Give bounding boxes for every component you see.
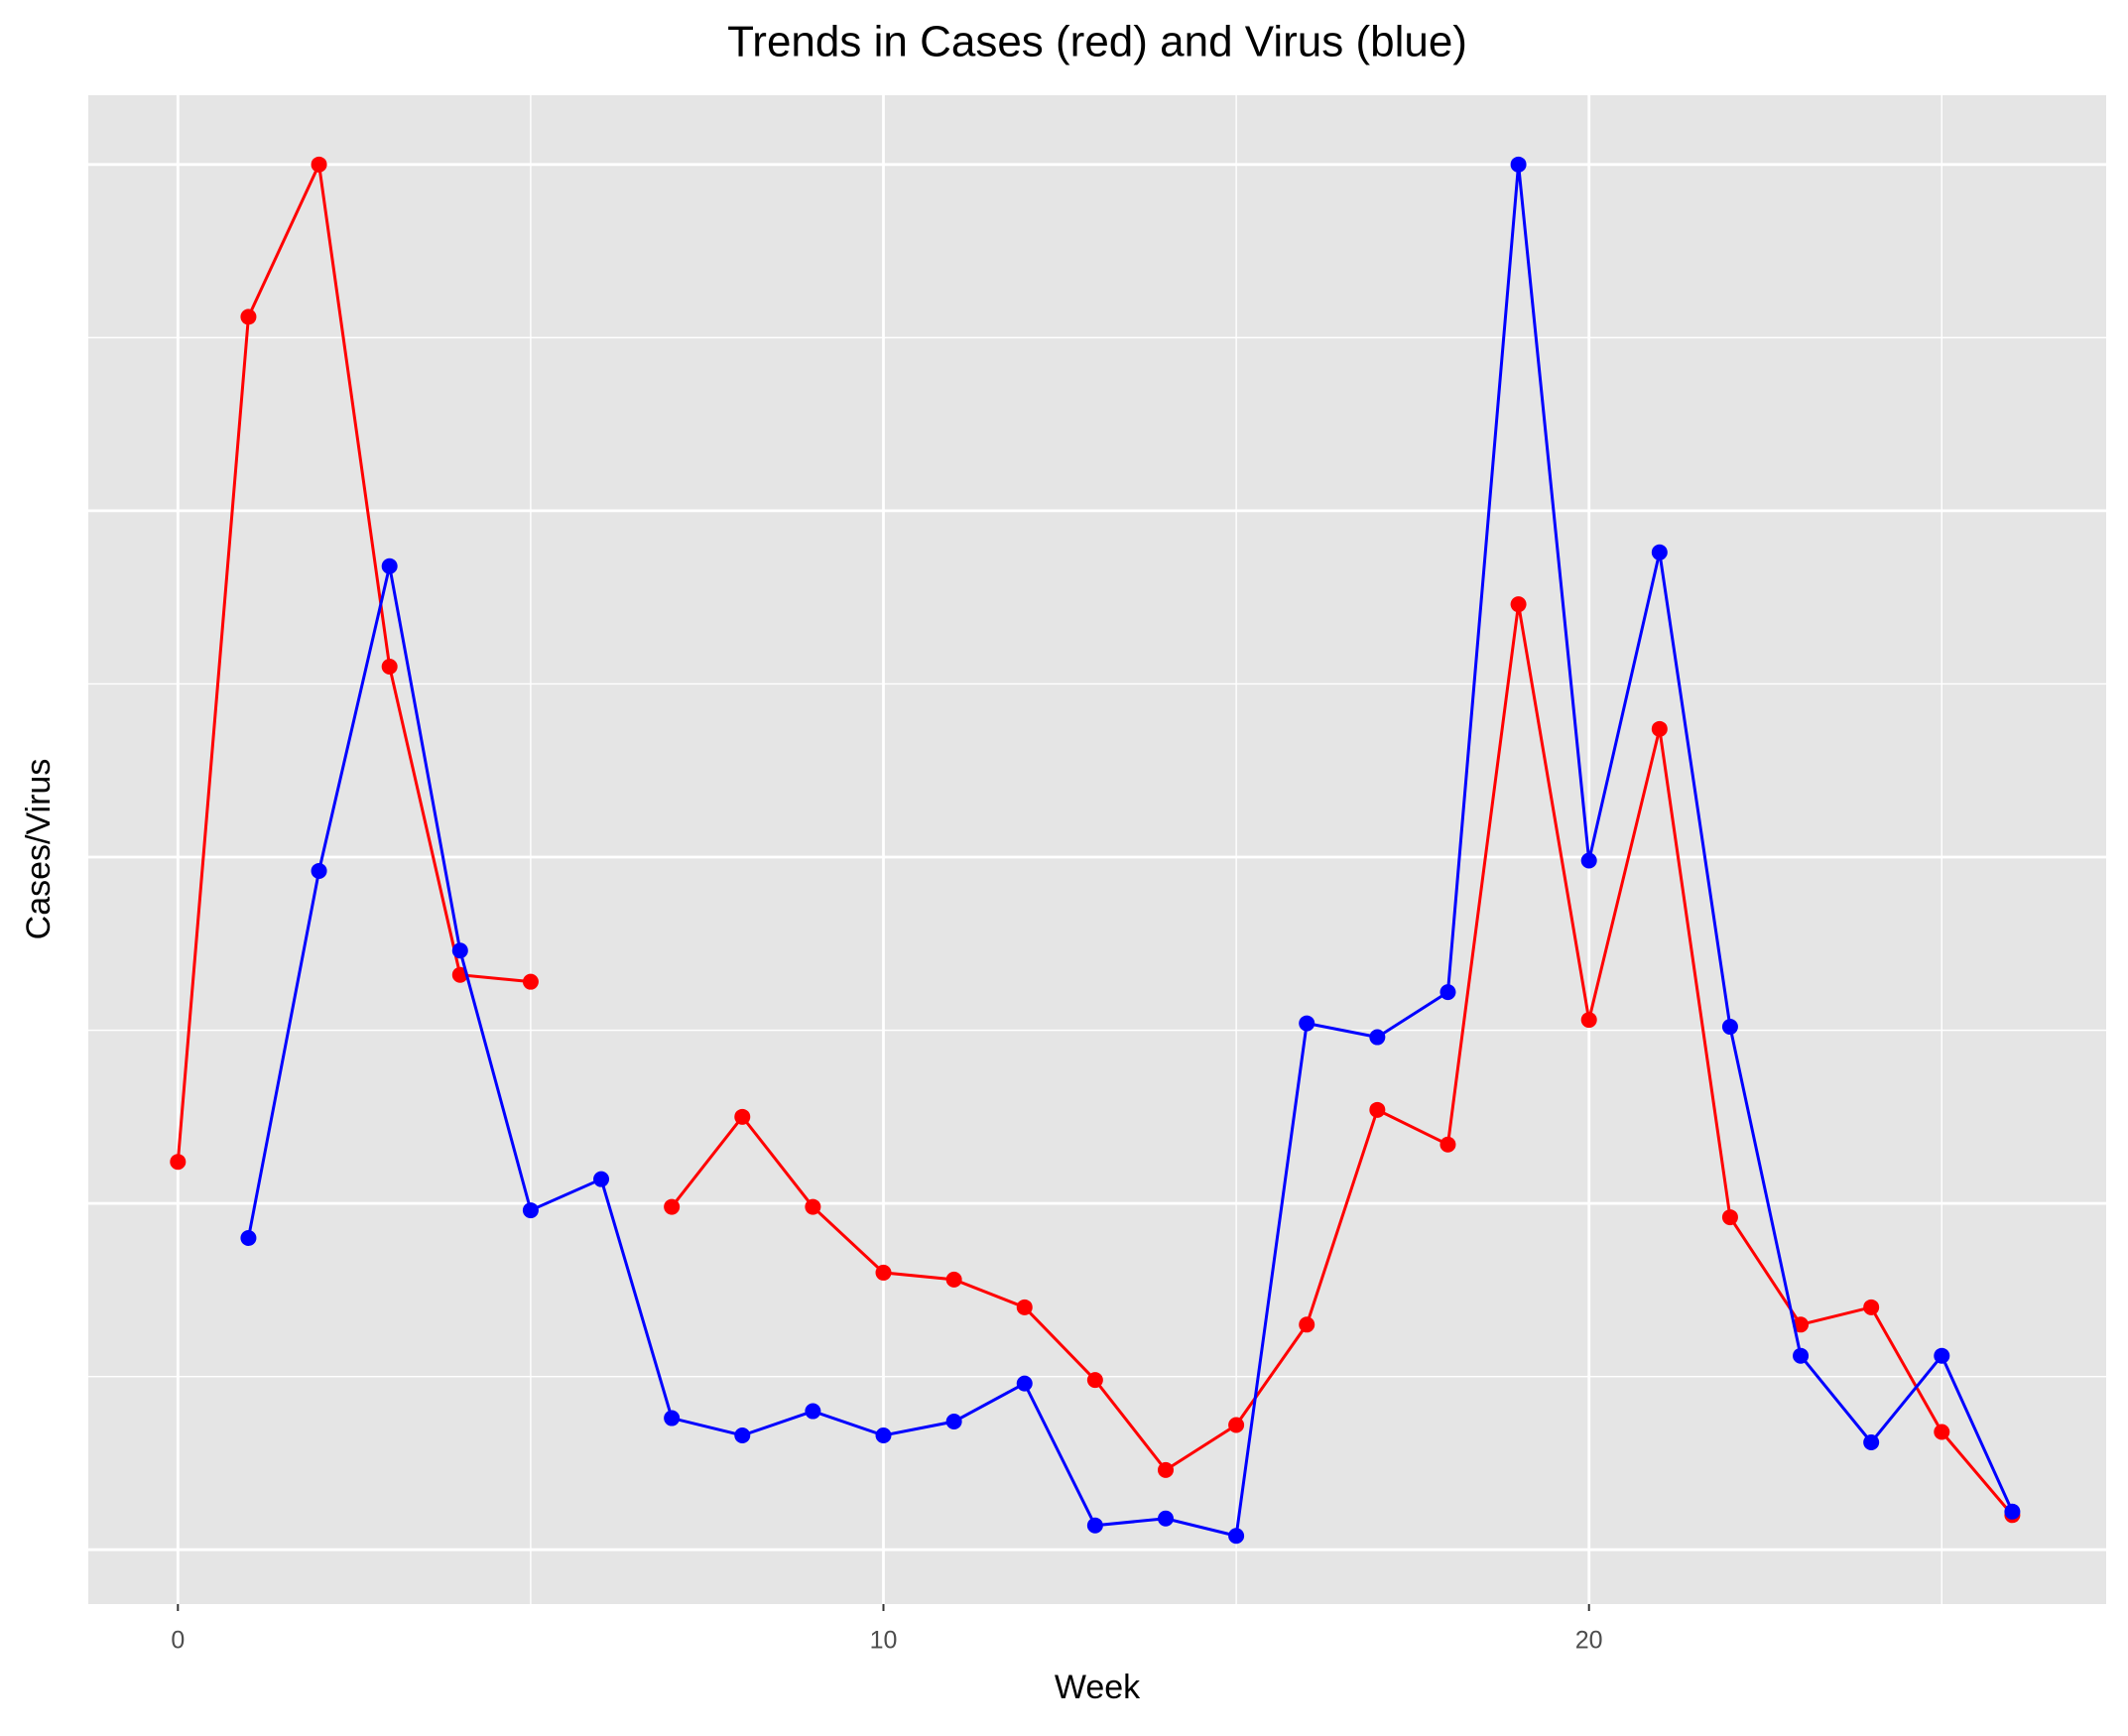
data-point <box>1299 1015 1315 1032</box>
data-point <box>1510 156 1527 173</box>
data-point <box>2004 1503 2021 1520</box>
data-point <box>381 659 398 676</box>
data-point <box>593 1171 610 1187</box>
plot-panel <box>88 95 2106 1604</box>
data-point <box>170 1154 187 1171</box>
data-point <box>1299 1316 1315 1333</box>
data-point <box>1016 1375 1033 1392</box>
data-point <box>805 1198 821 1215</box>
data-point <box>1369 1101 1386 1118</box>
data-point <box>1793 1347 1810 1364</box>
data-point <box>240 309 257 325</box>
data-point <box>1721 1019 1738 1036</box>
data-point <box>1934 1424 1950 1440</box>
data-point <box>1228 1528 1245 1545</box>
data-point <box>1228 1417 1245 1433</box>
data-point <box>875 1426 892 1443</box>
x-axis-label: Week <box>1055 1669 1141 1706</box>
y-axis-label: Cases/Virus <box>20 759 58 940</box>
data-point <box>1721 1209 1738 1226</box>
data-point <box>1157 1461 1174 1478</box>
data-point <box>1086 1372 1103 1389</box>
data-point <box>664 1198 681 1215</box>
data-point <box>1580 852 1597 869</box>
series-line <box>246 164 2014 1539</box>
data-point <box>1863 1299 1880 1315</box>
data-point <box>1510 596 1527 613</box>
data-point <box>945 1414 962 1430</box>
data-point <box>1440 984 1456 1001</box>
data-point <box>1934 1347 1950 1364</box>
chart-title: Trends in Cases (red) and Virus (blue) <box>727 18 1467 66</box>
data-point <box>945 1271 962 1288</box>
data-point <box>1157 1510 1174 1527</box>
data-point <box>1863 1433 1880 1450</box>
data-point <box>1580 1012 1597 1029</box>
data-point <box>1369 1029 1386 1046</box>
data-point <box>381 558 398 574</box>
data-point <box>240 1230 257 1247</box>
data-point <box>1086 1517 1103 1534</box>
x-tick-label: 0 <box>171 1627 185 1655</box>
x-tick-label: 10 <box>870 1627 898 1655</box>
data-point <box>522 1202 539 1219</box>
data-point <box>451 942 468 959</box>
data-point <box>1651 544 1668 560</box>
data-point <box>1651 720 1668 737</box>
data-point <box>734 1108 751 1125</box>
data-point <box>311 156 327 173</box>
data-point <box>1016 1299 1033 1315</box>
data-point <box>875 1264 892 1281</box>
data-point <box>522 973 539 990</box>
data-point <box>311 862 327 879</box>
data-point <box>805 1403 821 1420</box>
x-tick-label: 20 <box>1575 1627 1603 1655</box>
data-point <box>734 1426 751 1443</box>
data-point <box>664 1410 681 1426</box>
data-point <box>1793 1316 1810 1333</box>
data-point <box>1440 1136 1456 1153</box>
